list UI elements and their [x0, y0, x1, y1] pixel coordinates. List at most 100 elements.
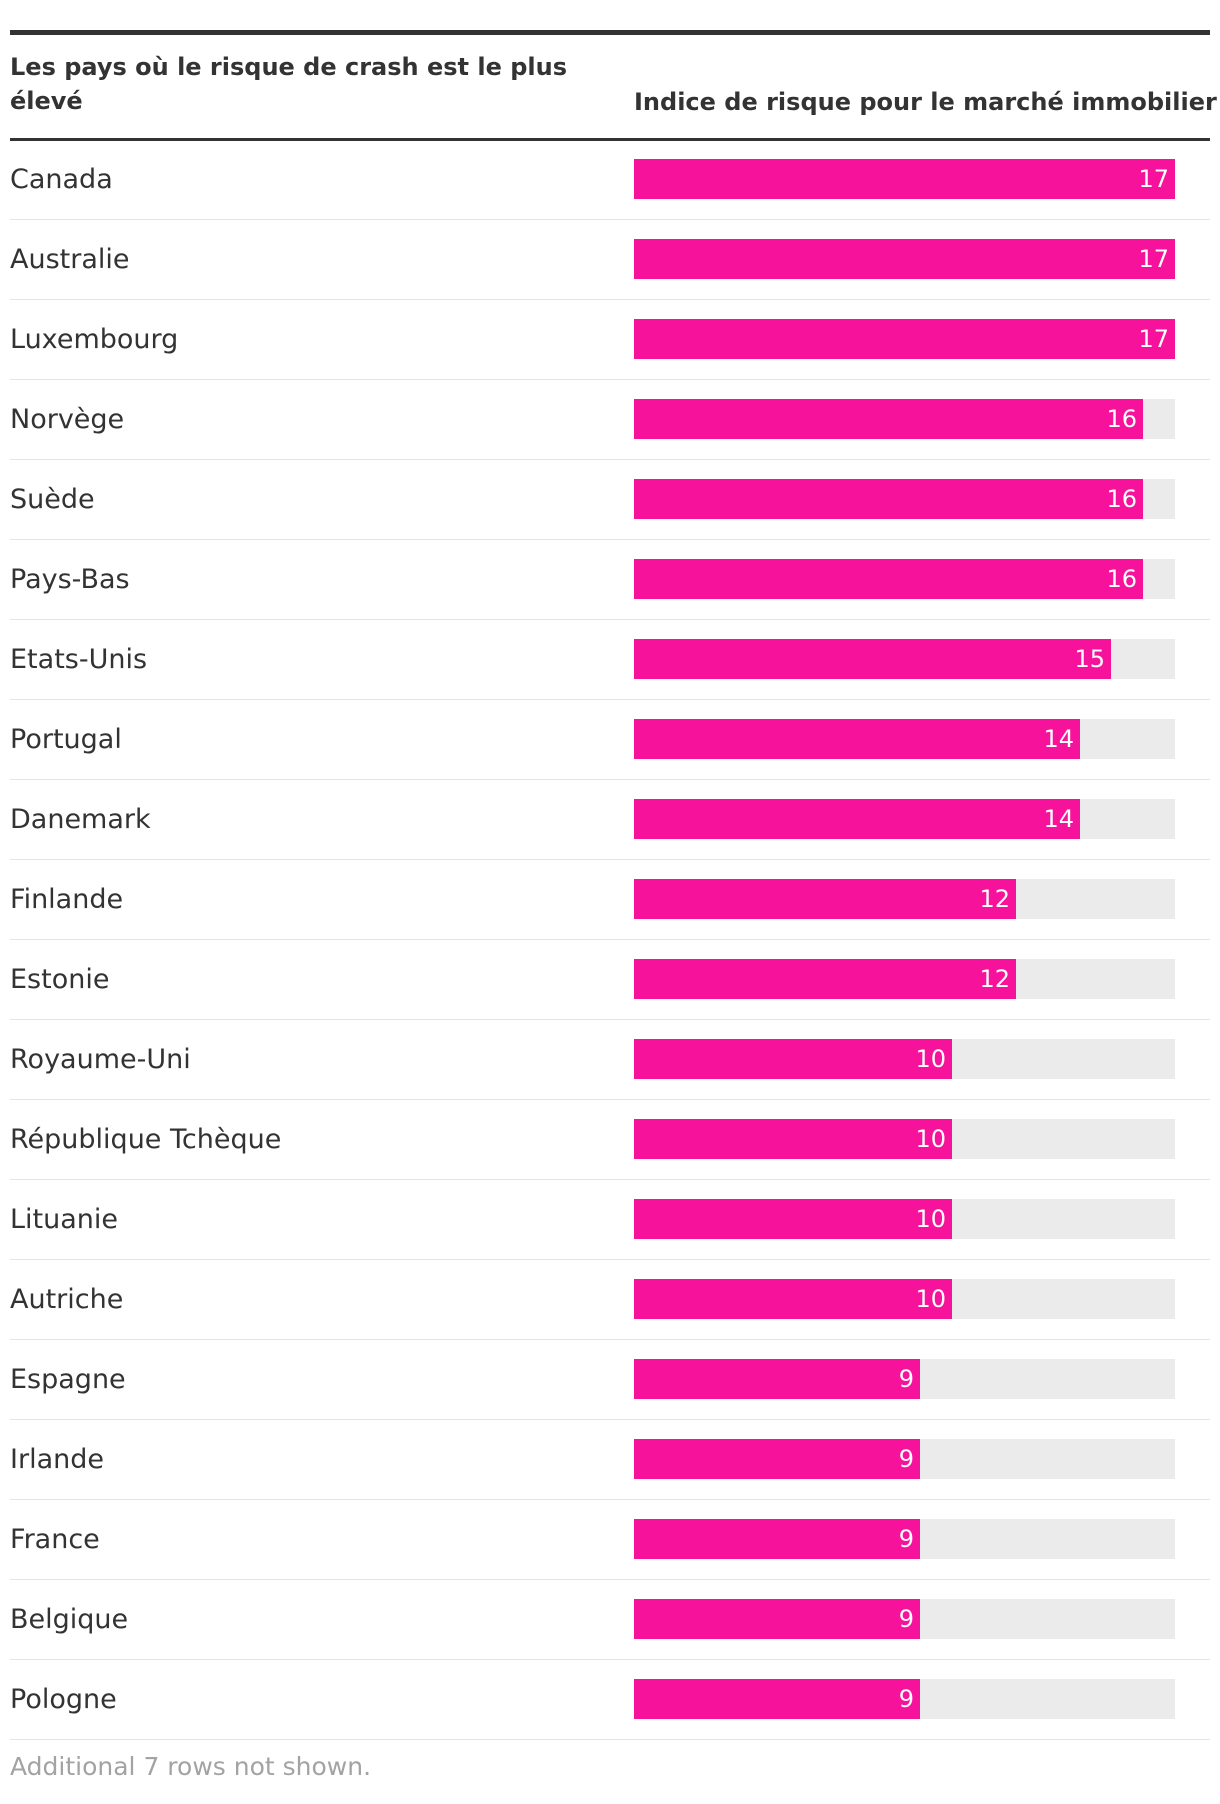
footnote: Additional 7 rows not shown.	[10, 1752, 372, 1781]
bar-value-label: 9	[898, 1685, 914, 1713]
country-label: Royaume-Uni	[10, 1044, 191, 1075]
bar-value-label: 10	[915, 1205, 946, 1233]
country-label: Lituanie	[10, 1204, 119, 1235]
bar-value-label: 16	[1106, 405, 1137, 433]
table-row: Pays-Bas 16	[10, 540, 1210, 620]
country-label: Canada	[10, 164, 113, 195]
bar-track: 17	[634, 159, 1175, 199]
country-label: Autriche	[10, 1284, 124, 1315]
bar-value-label: 12	[979, 885, 1010, 913]
country-label: Belgique	[10, 1604, 129, 1635]
bar-track: 10	[634, 1039, 1175, 1079]
country-label: Espagne	[10, 1364, 126, 1395]
country-label: Suède	[10, 484, 95, 515]
bar-value-label: 10	[915, 1045, 946, 1073]
country-label: Australie	[10, 244, 130, 275]
country-label: Luxembourg	[10, 324, 179, 355]
table-row: Etats-Unis 15	[10, 620, 1210, 700]
bar-track: 12	[634, 879, 1175, 919]
bar: 17	[634, 159, 1175, 199]
table-row: France 9	[10, 1500, 1210, 1580]
table-row: Canada 17	[10, 140, 1210, 220]
bar: 17	[634, 239, 1175, 279]
bar-track: 9	[634, 1599, 1175, 1639]
bar-track: 9	[634, 1439, 1175, 1479]
bar-value-label: 10	[915, 1125, 946, 1153]
bar-track: 16	[634, 399, 1175, 439]
bar: 12	[634, 959, 1016, 999]
bar: 9	[634, 1359, 920, 1399]
bar-value-label: 9	[898, 1365, 914, 1393]
table-row: Suède 16	[10, 460, 1210, 540]
bar-value-label: 17	[1138, 245, 1169, 273]
table-row: Royaume-Uni 10	[10, 1020, 1210, 1100]
bar: 16	[634, 559, 1143, 599]
bar: 9	[634, 1599, 920, 1639]
country-label: Danemark	[10, 804, 151, 835]
bar-track: 9	[634, 1359, 1175, 1399]
country-label: Portugal	[10, 724, 122, 755]
bar: 12	[634, 879, 1016, 919]
table-row: Lituanie 10	[10, 1180, 1210, 1260]
country-label: Estonie	[10, 964, 110, 995]
country-label: France	[10, 1524, 100, 1555]
table-row: Finlande 12	[10, 860, 1210, 940]
bar-value-label: 16	[1106, 565, 1137, 593]
table-row: Norvège 16	[10, 380, 1210, 460]
table-row: Danemark 14	[10, 780, 1210, 860]
header-rule	[10, 138, 1210, 141]
country-label: Pologne	[10, 1684, 117, 1715]
bar-value-label: 17	[1138, 325, 1169, 353]
bar: 17	[634, 319, 1175, 359]
country-label: Pays-Bas	[10, 564, 130, 595]
bar-value-label: 12	[979, 965, 1010, 993]
table-rows: Canada 17 Australie 17 Luxembourg 17 Norvège 16…	[10, 140, 1210, 1740]
table-row: Portugal 14	[10, 700, 1210, 780]
bar: 10	[634, 1279, 952, 1319]
table-row: Autriche 10	[10, 1260, 1210, 1340]
table-row: Pologne 9	[10, 1660, 1210, 1740]
bar: 10	[634, 1039, 952, 1079]
bar-value-label: 9	[898, 1605, 914, 1633]
bar: 10	[634, 1119, 952, 1159]
bar-track: 9	[634, 1519, 1175, 1559]
bar-track: 10	[634, 1199, 1175, 1239]
table-row: Espagne 9	[10, 1340, 1210, 1420]
bar-value-label: 9	[898, 1525, 914, 1553]
bar-track: 14	[634, 799, 1175, 839]
bar-value-label: 9	[898, 1445, 914, 1473]
table-row: Irlande 9	[10, 1420, 1210, 1500]
country-label: République Tchèque	[10, 1124, 282, 1155]
top-rule	[10, 30, 1210, 35]
bar: 14	[634, 799, 1080, 839]
bar-track: 16	[634, 479, 1175, 519]
bar-track: 10	[634, 1279, 1175, 1319]
bar-track: 17	[634, 319, 1175, 359]
country-label: Finlande	[10, 884, 124, 915]
table-row: Australie 17	[10, 220, 1210, 300]
bar-value-label: 17	[1138, 165, 1169, 193]
bar: 16	[634, 479, 1143, 519]
bar-track: 17	[634, 239, 1175, 279]
bar: 9	[634, 1439, 920, 1479]
bar: 9	[634, 1519, 920, 1559]
bar-value-label: 14	[1043, 725, 1074, 753]
bar-track: 14	[634, 719, 1175, 759]
bar-track: 15	[634, 639, 1175, 679]
country-column-header: Les pays où le risque de crash est le pl…	[10, 53, 567, 115]
country-label: Etats-Unis	[10, 644, 148, 675]
bar-value-label: 10	[915, 1285, 946, 1313]
bar-value-label: 15	[1074, 645, 1105, 673]
value-column-header: Indice de risque pour le marché immobili…	[634, 88, 1217, 116]
country-label: Irlande	[10, 1444, 104, 1475]
bar: 16	[634, 399, 1143, 439]
bar-track: 16	[634, 559, 1175, 599]
bar: 15	[634, 639, 1111, 679]
bar-value-label: 16	[1106, 485, 1137, 513]
bar-track: 10	[634, 1119, 1175, 1159]
table-row: Luxembourg 17	[10, 300, 1210, 380]
bar-track: 9	[634, 1679, 1175, 1719]
table-row: Belgique 9	[10, 1580, 1210, 1660]
bar: 10	[634, 1199, 952, 1239]
